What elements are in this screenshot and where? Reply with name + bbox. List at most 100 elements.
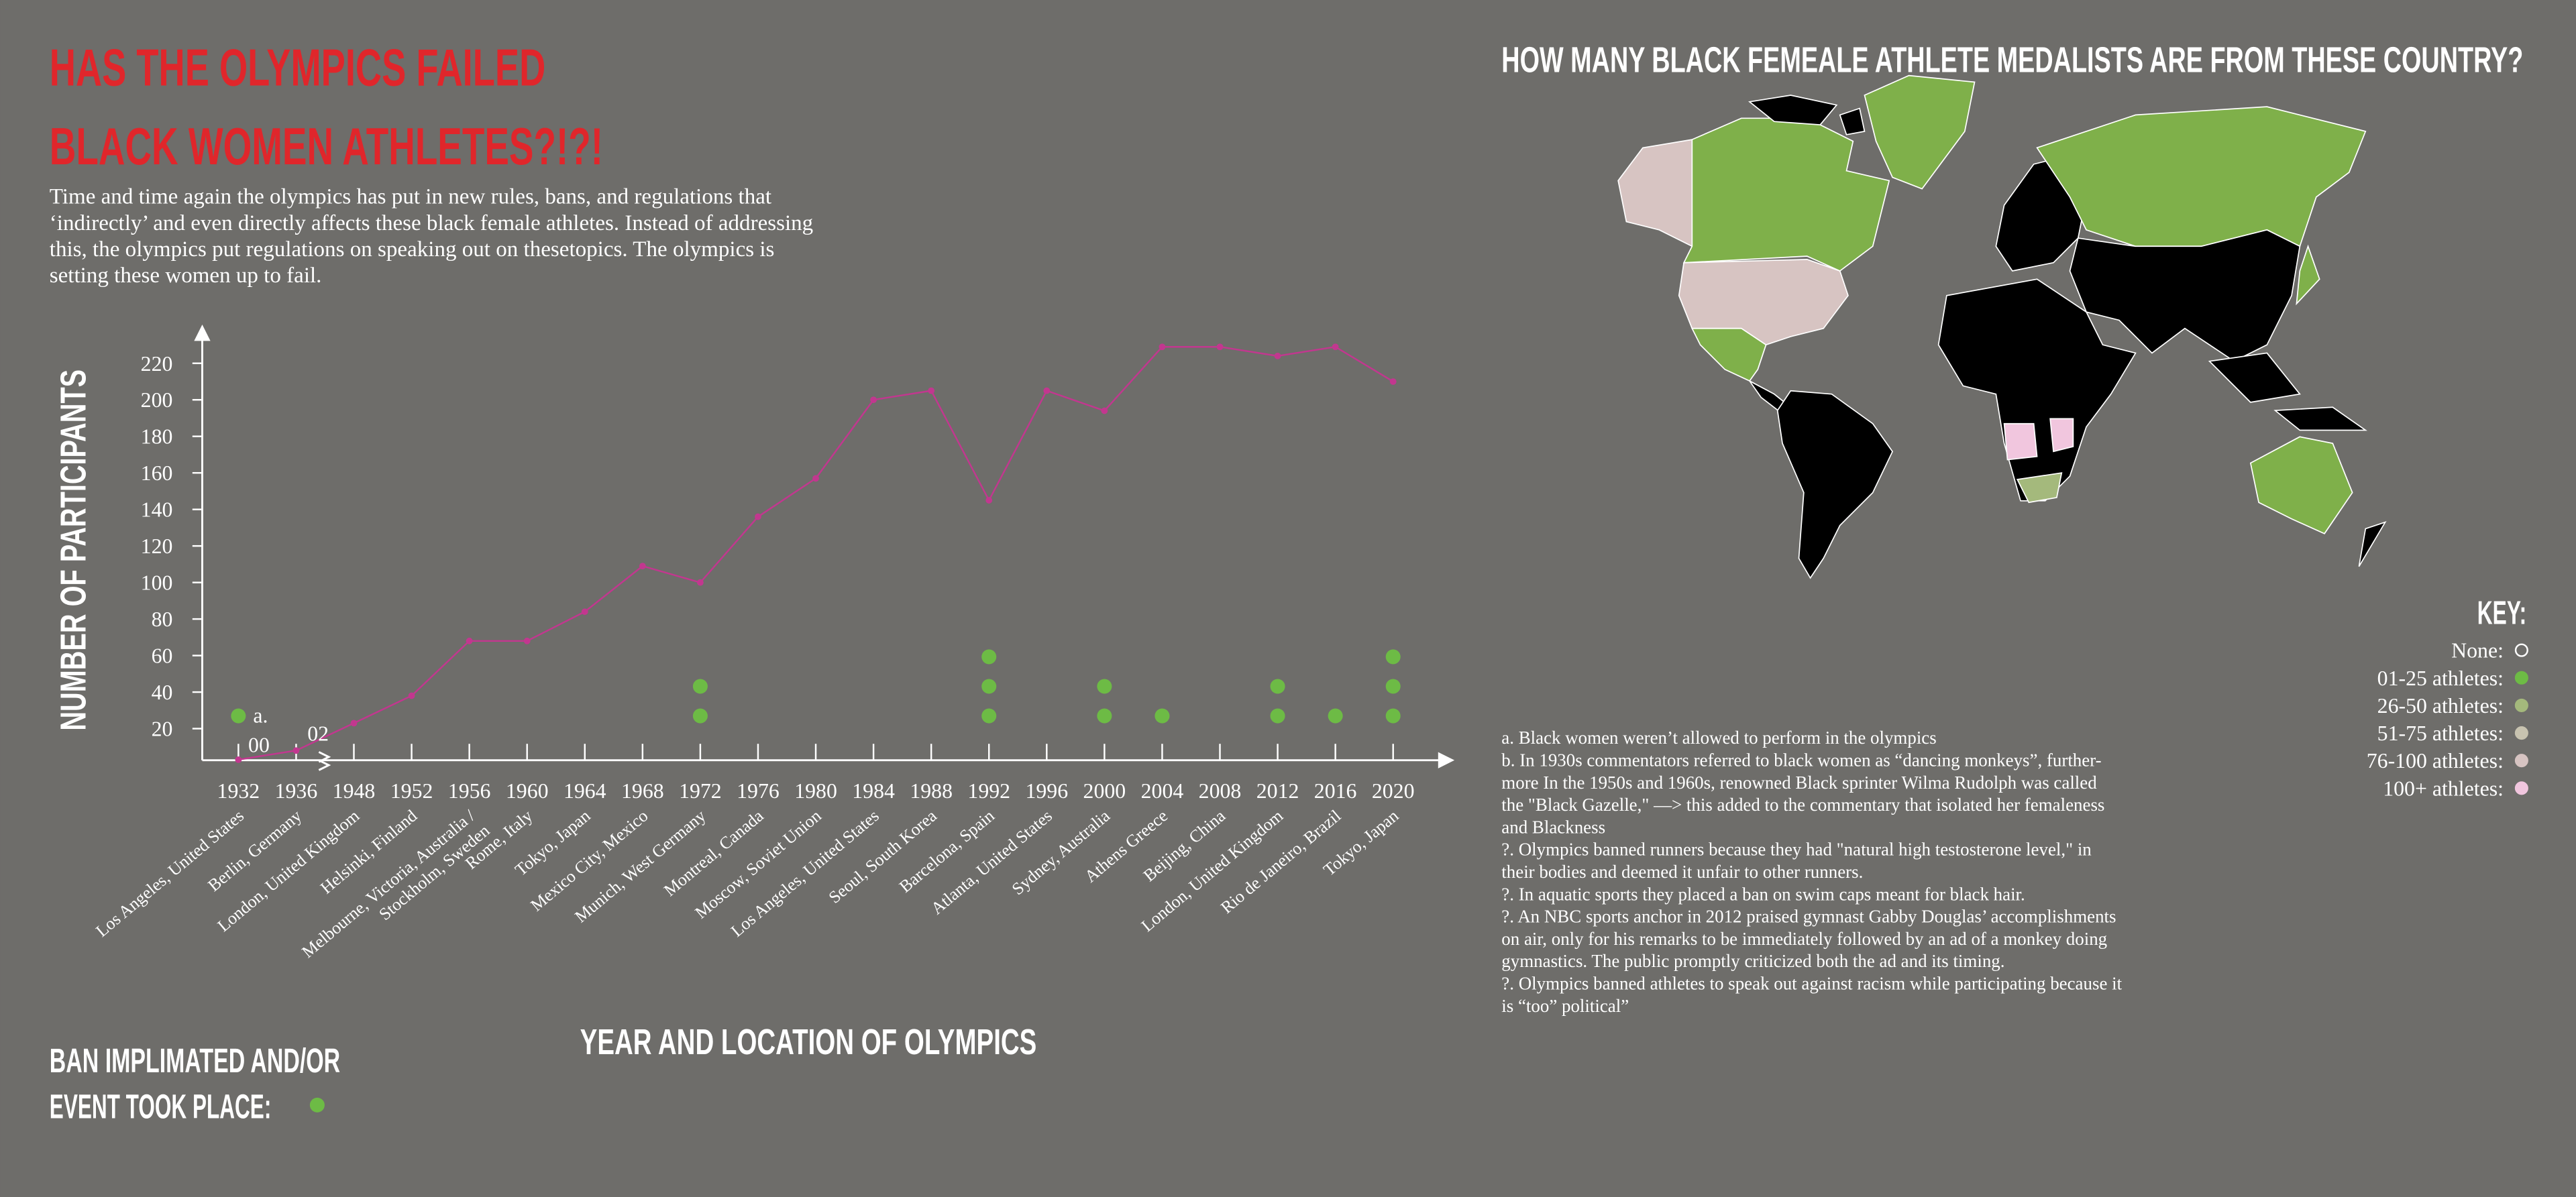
key-label: None:: [2451, 639, 2504, 663]
y-tick-label: 80: [152, 608, 173, 631]
note-line: their bodies and deemed it unfair to oth…: [1501, 862, 1863, 882]
participants-point: [292, 747, 300, 754]
key-label: 76-100 athletes:: [2367, 749, 2504, 773]
key-swatch: [2514, 781, 2528, 795]
map-region: [2016, 472, 2063, 504]
participants-point: [466, 637, 473, 644]
ban-dot: [1385, 649, 1401, 665]
x-tick-label: 1980: [794, 779, 837, 803]
x-axis-label: YEAR AND LOCATION OF OLYMPICS: [580, 1022, 1037, 1062]
participants-point: [1043, 387, 1051, 394]
participants-point: [1101, 407, 1108, 414]
x-tick-label: 2016: [1314, 779, 1357, 803]
participants-point: [985, 497, 993, 504]
key-label: 100+ athletes:: [2383, 777, 2504, 800]
world-map: [1617, 74, 2387, 579]
participants-point: [1159, 343, 1166, 351]
map-region: [1937, 278, 2137, 502]
key-label: 51-75 athletes:: [2377, 722, 2504, 745]
y-tick-label: 160: [141, 461, 173, 485]
x-tick-label: 2008: [1199, 779, 1242, 803]
axes: [194, 324, 1455, 771]
map-region: [2249, 436, 2353, 534]
x-tick-label: 1948: [333, 779, 376, 803]
map-region: [1678, 259, 1849, 346]
ban-dot: [1385, 708, 1401, 724]
x-tick-label: 2004: [1141, 779, 1184, 803]
y-tick-label: 140: [141, 498, 173, 522]
map-region: [1864, 74, 1976, 190]
key-label: 26-50 athletes:: [2377, 694, 2504, 718]
participants-point: [812, 475, 819, 482]
y-tick-label: 20: [152, 718, 173, 741]
y-tick-label: 60: [152, 644, 173, 668]
note-line: on air, only for his remarks to be immed…: [1501, 929, 2107, 949]
note-line: ?. Olympics banned runners because they …: [1501, 840, 2092, 860]
y-tick-label: 200: [141, 388, 173, 412]
map-title: HOW MANY BLACK FEMEALE ATHLETE MEDALISTS…: [1501, 40, 2523, 80]
participants-point: [639, 563, 646, 570]
x-tick-label: 1996: [1025, 779, 1068, 803]
y-tick-label: 220: [141, 352, 173, 376]
note-line: more In the 1950s and 1960s, renowned Bl…: [1501, 773, 2097, 793]
x-tick-label: 1956: [448, 779, 491, 803]
y-tick-label: 100: [141, 571, 173, 595]
axis-break: [318, 751, 331, 771]
x-tick-label: 1992: [967, 779, 1010, 803]
map-region: [2296, 244, 2320, 306]
description-line: Time and time again the olympics has put…: [50, 185, 771, 209]
y-tick-label: 120: [141, 534, 173, 558]
key-swatch: [2514, 698, 2528, 712]
ban-dot: [1097, 679, 1112, 694]
map-region: [1776, 390, 1894, 579]
ban-dot: [1270, 679, 1285, 694]
map-region: [2069, 229, 2301, 362]
x-tick-label: 2000: [1083, 779, 1126, 803]
description-line: ‘indirectly’ and even directly affects t…: [50, 211, 813, 235]
note-line: ?. Olympics banned athletes to speak out…: [1501, 974, 2122, 994]
key-swatch: [2514, 671, 2528, 685]
x-tick-label: 1936: [275, 779, 318, 803]
x-tick-label: 1972: [679, 779, 722, 803]
title-line: BLACK WOMEN ATHLETES?!?!: [50, 117, 603, 176]
x-tick-label: 2012: [1256, 779, 1299, 803]
description-line: this, the olympics put regulations on sp…: [50, 237, 775, 262]
participants-point: [408, 692, 415, 699]
note-line: is “too” political”: [1501, 996, 1629, 1016]
note-line: b. In 1930s commentators referred to bla…: [1501, 750, 2101, 770]
note-line: a. Black women weren’t allowed to perfor…: [1501, 728, 1936, 748]
key-label: 01-25 athletes:: [2377, 667, 2504, 690]
ban-legend-line: EVENT TOOK PLACE:: [50, 1086, 272, 1125]
ban-dot: [1328, 708, 1343, 724]
participants-point: [697, 579, 704, 586]
title-line: HAS THE OLYMPICS FAILED: [50, 38, 545, 97]
key-title: KEY:: [2477, 595, 2526, 631]
participants-point: [235, 756, 242, 763]
map-region: [2208, 352, 2367, 431]
annotation: 00: [248, 733, 270, 756]
map-region: [2003, 418, 2074, 461]
description-line: setting these women up to fail.: [50, 264, 322, 288]
key-swatch: [2514, 754, 2528, 768]
key-swatch: [2514, 643, 2528, 657]
participants-point: [870, 396, 877, 404]
ban-legend-dot: [309, 1097, 325, 1113]
map-region: [1690, 327, 1767, 382]
participants-point: [581, 608, 588, 616]
note-line: and Blackness: [1501, 817, 1605, 837]
participants-point: [1274, 352, 1281, 359]
y-tick-label: 180: [141, 425, 173, 449]
ban-dot: [692, 679, 708, 694]
map-region: [2358, 521, 2387, 567]
x-tick-label: 1976: [737, 779, 780, 803]
key-swatch: [2514, 726, 2528, 740]
note-line: gymnastics. The public promptly criticiz…: [1501, 951, 2004, 971]
ban-dot: [231, 708, 246, 724]
map-region: [1748, 95, 1866, 135]
x-axis-arrow: [1438, 752, 1455, 768]
annotation: a.: [253, 703, 268, 727]
ban-dot: [692, 708, 708, 724]
x-tick-label: 1984: [852, 779, 895, 803]
participants-point: [928, 387, 935, 394]
